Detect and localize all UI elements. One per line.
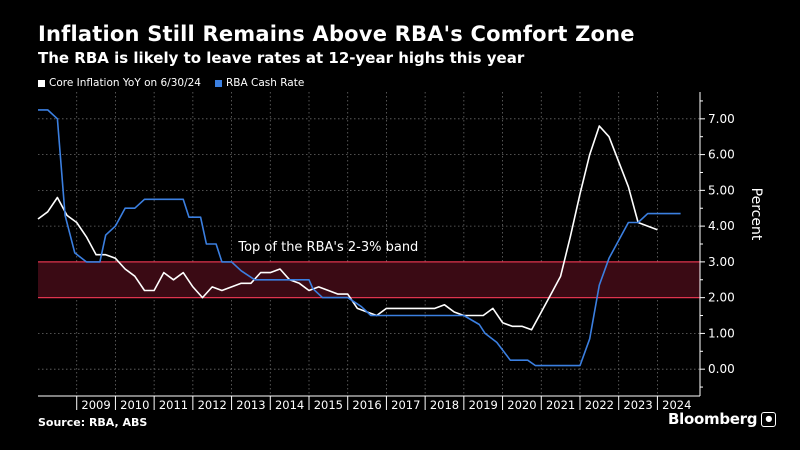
legend: Core Inflation YoY on 6/30/24 RBA Cash R… [38,77,304,89]
x-tick-label: 2022 [585,398,614,412]
x-tick-label: 2012 [198,398,227,412]
legend-swatch-cash-rate [214,79,222,87]
source-note: Source: RBA, ABS [38,416,148,429]
target-band: Top of the RBA's 2-3% band [38,240,700,299]
x-tick-label: 2024 [662,398,691,412]
legend-item-cash-rate: RBA Cash Rate [214,77,305,89]
legend-label-core-inflation: Core Inflation YoY on 6/30/24 [49,77,201,89]
y-tick-label: 4.00 [708,219,735,233]
y-tick-label: 7.00 [708,112,735,126]
x-tick-label: 2015 [314,398,343,412]
y-axis-label: Percent [748,188,764,241]
y-tick-label: 2.00 [708,291,735,305]
bloomberg-logo: Bloomberg ● [668,410,777,428]
bloomberg-terminal-icon: ● [761,411,777,427]
x-tick-label: 2011 [159,398,188,412]
legend-label-cash-rate: RBA Cash Rate [225,77,305,89]
x-tick-label: 2023 [623,398,652,412]
brand-label: Bloomberg [668,410,758,428]
x-tick-label: 2009 [81,398,110,412]
x-tick-label: 2013 [236,398,265,412]
series-lines [37,109,681,367]
band-area [38,261,700,298]
x-tick-label: 2017 [391,398,420,412]
x-tick-label: 2010 [120,398,149,412]
y-tick-label: 0.00 [708,362,735,376]
grid [38,92,700,396]
chart-title: Inflation Still Remains Above RBA's Comf… [38,22,635,46]
y-tick-label: 1.00 [708,326,735,340]
series-line-cash-rate [38,109,681,367]
band-annotation: Top of the RBA's 2-3% band [237,240,418,255]
legend-swatch-core-inflation [38,79,45,87]
x-tick-label: 2014 [275,398,304,412]
y-tick-label: 5.00 [708,183,735,197]
x-tick-label: 2020 [507,398,536,412]
axes: 0.00 1.00 2.00 3.00 4.00 5.00 6.00 7.00 Percent 2… [38,92,764,412]
chart-subtitle: The RBA is likely to leave rates at 12-y… [38,49,525,67]
series-line-core-inflation [37,125,658,331]
x-tick-label: 2016 [352,398,381,412]
x-tick-label: 2021 [546,398,575,412]
y-tick-label: 6.00 [708,148,735,162]
x-tick-label: 2019 [469,398,498,412]
x-tick-label: 2018 [430,398,459,412]
y-tick-label: 3.00 [708,255,735,269]
legend-item-core-inflation: Core Inflation YoY on 6/30/24 [38,77,201,89]
